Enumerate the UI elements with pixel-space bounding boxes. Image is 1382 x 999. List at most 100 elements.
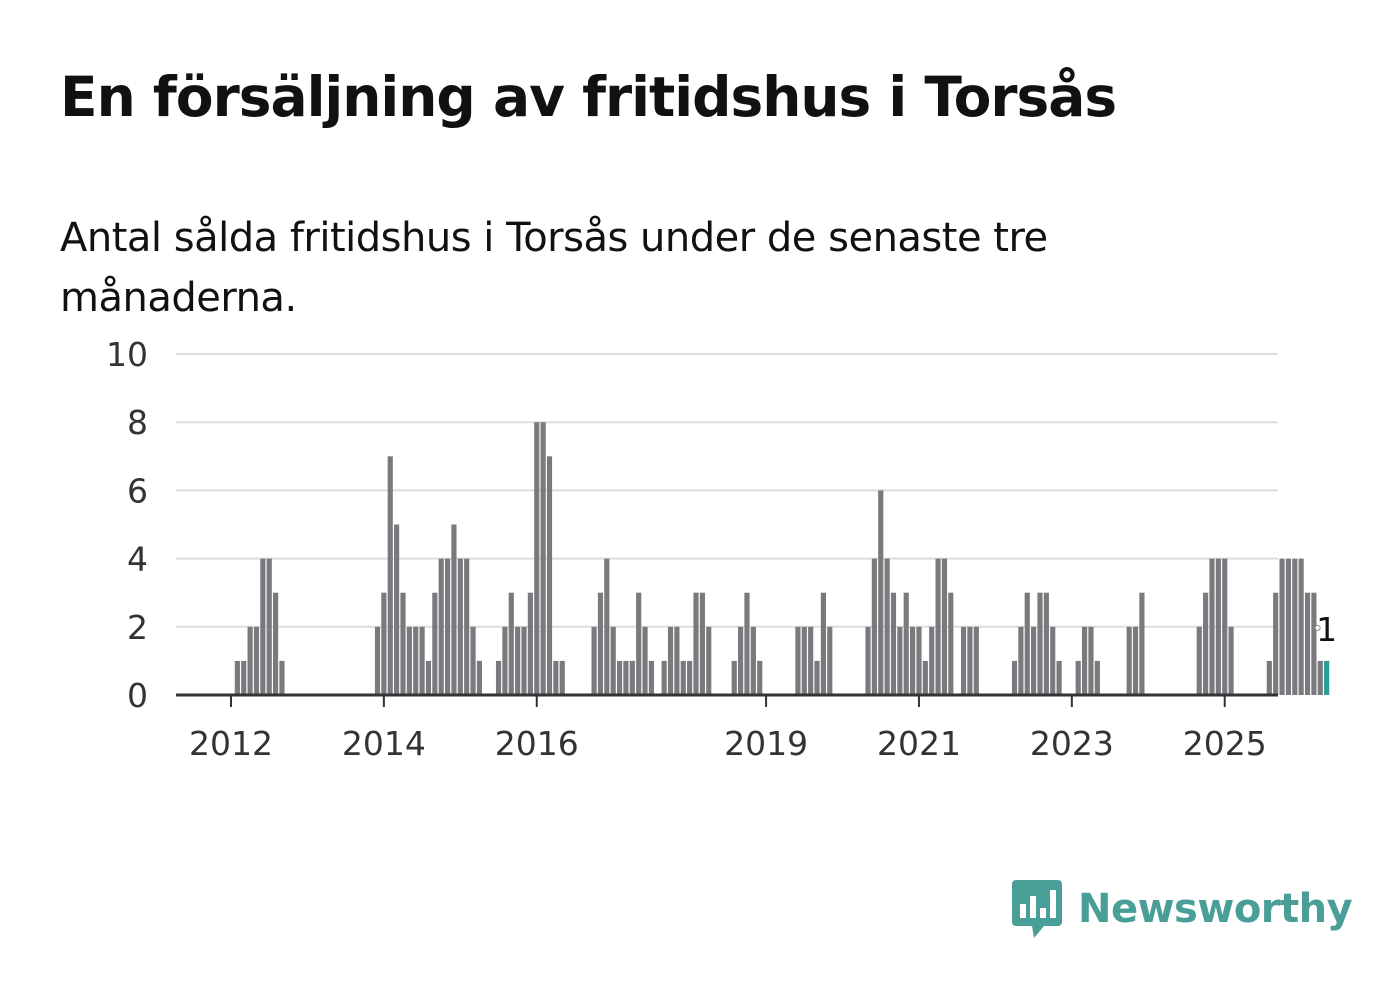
bar (413, 626, 419, 695)
y-tick-label: 2 (127, 608, 148, 647)
bar (1126, 626, 1132, 695)
bar (878, 490, 884, 695)
bar (527, 592, 533, 695)
bar (1215, 558, 1221, 695)
bar (1273, 592, 1279, 695)
bar (1203, 592, 1209, 695)
bar (260, 558, 266, 695)
bar (457, 558, 463, 695)
chart-title: En försäljning av fritidshus i Torsås (60, 65, 1117, 129)
bar (973, 626, 979, 695)
chart-subtitle: Antal sålda fritidshus i Torsås under de… (60, 215, 1048, 321)
bar (706, 626, 712, 695)
bar (444, 558, 451, 695)
bar (495, 660, 502, 695)
bar (1088, 626, 1094, 695)
bar (540, 422, 546, 695)
bar (1304, 592, 1311, 695)
x-tick-label: 2021 (877, 724, 961, 763)
y-tick-label: 10 (106, 335, 148, 374)
bar (616, 660, 623, 695)
bar (674, 626, 680, 695)
bar (553, 660, 559, 695)
bar (247, 626, 253, 695)
bar (266, 558, 272, 695)
bar (406, 626, 412, 695)
x-tick-label: 2014 (342, 724, 426, 763)
bar (438, 558, 444, 695)
bar (476, 660, 483, 695)
bar (234, 660, 240, 695)
bar (680, 660, 686, 695)
bar (1209, 558, 1215, 695)
bar (935, 558, 941, 695)
bar (508, 592, 514, 695)
bar (667, 626, 674, 695)
bar (1018, 626, 1024, 695)
bar (1132, 626, 1139, 695)
bar (795, 626, 801, 695)
bar (1037, 592, 1043, 695)
value-label-marker (1314, 624, 1321, 631)
bar (1139, 592, 1145, 695)
bar (801, 626, 807, 695)
bar (1298, 558, 1304, 695)
bar (1024, 592, 1030, 695)
bar (948, 592, 954, 695)
bar (623, 660, 629, 695)
bar (1043, 592, 1049, 695)
bar (1311, 592, 1317, 695)
bar (591, 626, 597, 695)
bar (253, 626, 260, 695)
bar (432, 592, 438, 695)
bar (387, 456, 393, 695)
bar (922, 660, 928, 695)
newsworthy-logo-icon (1012, 880, 1062, 938)
bar (521, 626, 527, 695)
bar (1228, 626, 1234, 695)
bar (1292, 558, 1298, 695)
bar (1222, 558, 1228, 695)
bar (1196, 626, 1202, 695)
bar (757, 660, 763, 695)
bar (1031, 626, 1037, 695)
bar (1324, 660, 1330, 695)
bar (814, 660, 820, 695)
x-tick-label: 2016 (495, 724, 579, 763)
bar (1279, 558, 1285, 695)
bar (1266, 660, 1272, 695)
bar (559, 660, 565, 695)
bar (502, 626, 508, 695)
bar (890, 592, 897, 695)
bar (871, 558, 877, 695)
bar (1011, 660, 1018, 695)
bar (897, 626, 903, 695)
bar (1056, 660, 1062, 695)
bar (967, 626, 973, 695)
bar (1050, 626, 1056, 695)
x-tick-label: 2012 (189, 724, 273, 763)
bar (374, 626, 381, 695)
bar (273, 592, 279, 695)
y-tick-label: 6 (127, 471, 148, 510)
y-axis-ticks: 0 2 4 6 8 10 (106, 335, 148, 715)
bar (241, 660, 247, 695)
bar (470, 626, 476, 695)
bar (451, 524, 457, 695)
x-tick-label: 2025 (1183, 724, 1267, 763)
x-tick-label: 2019 (724, 724, 808, 763)
bar (699, 592, 705, 695)
bar (1317, 660, 1323, 695)
y-tick-label: 8 (127, 403, 148, 442)
bar (929, 626, 935, 695)
bar (642, 626, 648, 695)
brand-name: Newsworthy (1078, 886, 1353, 932)
bar (916, 626, 922, 695)
last-value-label: 1 (1316, 610, 1337, 649)
bar (597, 592, 604, 695)
bar (394, 524, 400, 695)
bar (1094, 660, 1100, 695)
bar (661, 660, 667, 695)
bar (534, 422, 540, 695)
